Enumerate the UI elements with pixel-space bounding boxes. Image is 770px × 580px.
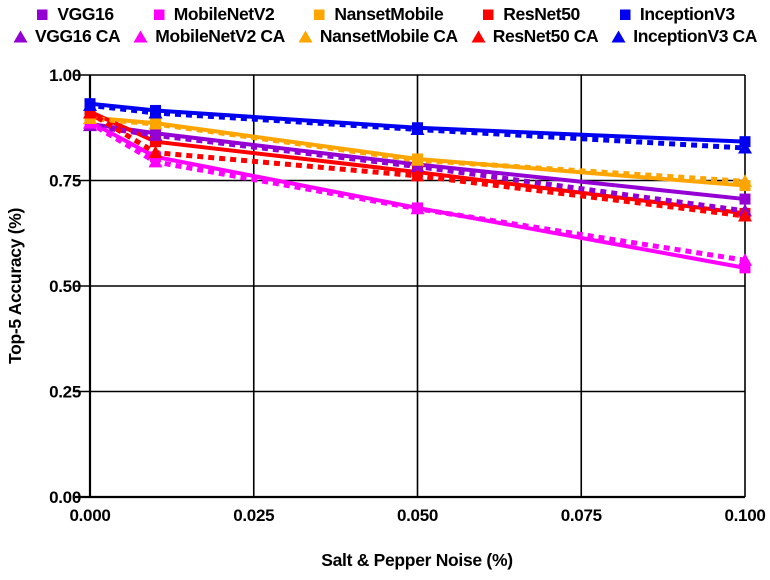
legend-triangle-icon: [298, 30, 313, 42]
legend-square-icon: [314, 9, 325, 20]
legend-item-mobilenetv2: MobileNetV2: [152, 4, 275, 25]
series-line-mobilenetv2: [89, 120, 746, 270]
legend-item-label: ResNet50 CA: [492, 25, 599, 46]
series-line-vgg16-ca: [87, 122, 748, 214]
legend-item-inceptionv3: InceptionV3: [618, 4, 735, 25]
y-tick-label: 0.25: [49, 383, 81, 402]
legend-item-label: VGG16: [57, 3, 114, 24]
marker-triangle: [148, 128, 163, 141]
legend-item-resnet50: ResNet50: [481, 4, 580, 25]
x-tick-label: 0.025: [233, 506, 274, 525]
legend-item-nansetmobile-ca: NansetMobile CA: [298, 26, 458, 47]
legend-square-icon: [619, 9, 631, 20]
legend-item-label: InceptionV3: [639, 3, 735, 24]
legend-item-vgg16-ca: VGG16 CA: [13, 25, 121, 47]
legend-triangle-icon: [13, 30, 28, 42]
legend-row-1: VGG16 MobileNetV2 NansetMobile ResNet50 Ince…: [0, 3, 770, 25]
legend-triangle-icon: [611, 30, 626, 42]
series-line-resnet50: [89, 109, 746, 216]
marker-triangle: [738, 141, 752, 154]
marker-triangle: [148, 105, 163, 119]
legend-square-icon: [37, 9, 48, 20]
tick-label-layer: 0.00 0.25 0.50 0.75 1.00 0.000 0.025 0.050 0.075…: [49, 66, 766, 525]
chart-legend: VGG16 MobileNetV2 NansetMobile ResNet50 Ince…: [0, 0, 770, 47]
legend-item-inceptionv3-ca: InceptionV3 CA: [611, 26, 757, 47]
marker-triangle: [738, 253, 752, 266]
y-tick-label: 0.50: [49, 277, 81, 296]
legend-item-label: NansetMobile CA: [319, 25, 458, 46]
marker-triangle: [148, 154, 163, 168]
legend-triangle-icon: [471, 30, 486, 42]
legend-item-label: NansetMobile: [334, 3, 444, 24]
legend-item-resnet50-ca: ResNet50 CA: [471, 26, 599, 47]
legend-square-icon: [153, 9, 165, 20]
y-tick-label: 0.75: [49, 172, 81, 191]
series-line-mobilenetv2-ca: [86, 119, 748, 264]
marker-triangle: [148, 145, 163, 159]
y-axis-title: Top-5 Accuracy (%): [5, 208, 25, 364]
legend-triangle-icon: [133, 30, 148, 42]
x-tick-label: 0.050: [397, 506, 438, 525]
x-tick-label: 0.100: [724, 506, 765, 525]
y-tick-label: 0.00: [49, 488, 81, 507]
series-layer: [83, 98, 752, 274]
marker-triangle: [148, 116, 163, 130]
legend-item-label: InceptionV3 CA: [633, 25, 758, 46]
series-line-resnet50-ca: [86, 109, 748, 219]
marker-triangle: [738, 174, 752, 187]
legend-row-2: VGG16 CA MobileNetV2 CA NansetMobile CA Res…: [0, 25, 770, 47]
marker-square: [739, 193, 751, 205]
marker-triangle: [83, 98, 97, 111]
marker-square: [150, 136, 161, 148]
x-tick-label: 0.000: [69, 506, 110, 525]
legend-square-icon: [483, 9, 494, 20]
grid-layer: [75, 74, 746, 499]
legend-item-vgg16: VGG16: [35, 3, 114, 25]
legend-item-label: MobileNetV2 CA: [155, 25, 285, 46]
marker-triangle: [410, 122, 425, 135]
legend-item-label: MobileNetV2: [173, 3, 275, 24]
marker-triangle: [410, 153, 425, 166]
series-line-inceptionv3-ca: [87, 102, 748, 151]
marker-square: [739, 262, 751, 274]
legend-item-nansetmobile: NansetMobile: [312, 3, 444, 25]
marker-triangle: [410, 168, 425, 182]
marker-triangle: [83, 105, 97, 119]
marker-triangle: [738, 208, 752, 222]
marker-triangle: [410, 159, 425, 173]
legend-item-label: VGG16 CA: [34, 25, 121, 46]
x-tick-label: 0.075: [561, 506, 602, 525]
series-line-nansetmobile-ca: [87, 115, 748, 184]
marker-triangle: [410, 201, 425, 215]
x-axis-title: Salt & Pepper Noise (%): [321, 550, 512, 570]
legend-item-label: ResNet50: [503, 3, 580, 24]
legend-item-mobilenetv2-ca: MobileNetV2 CA: [133, 26, 285, 47]
y-tick-label: 1.00: [49, 66, 81, 85]
